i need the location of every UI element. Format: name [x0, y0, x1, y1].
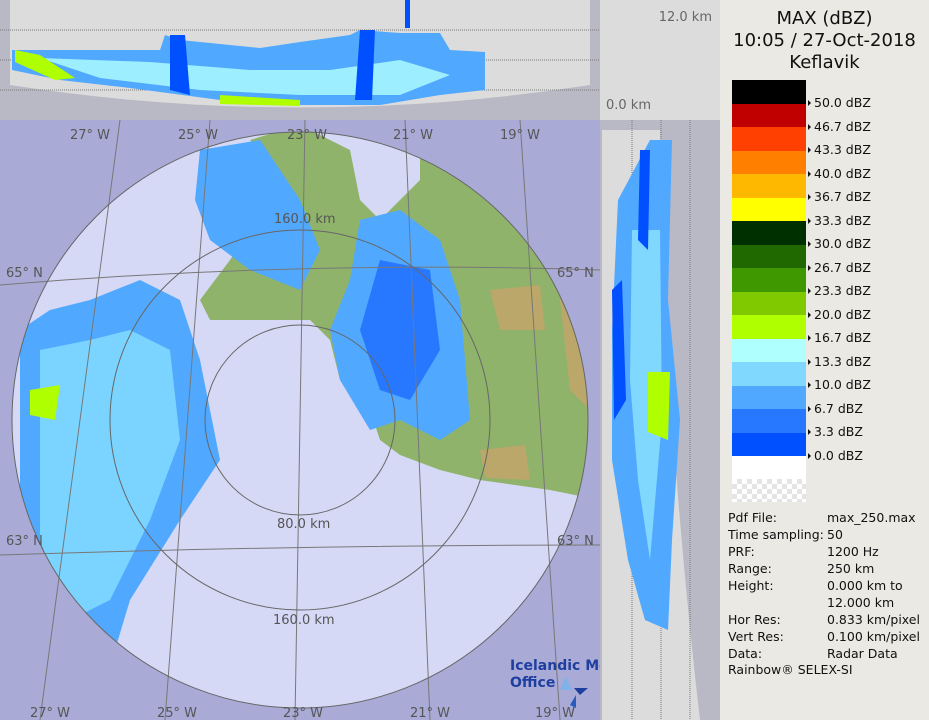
info-key: Height: [728, 578, 774, 593]
credit: Rainbow® SELEX-SI [728, 662, 853, 677]
scale-label: 20.0 dBZ [808, 307, 871, 322]
lon-label-bottom-27: 27° W [30, 706, 70, 720]
info-value: 50 [827, 527, 843, 542]
scale-label: 0.0 dBZ [808, 448, 863, 463]
scale-label: 33.3 dBZ [808, 213, 871, 228]
color-swatch [732, 221, 806, 245]
lon-label-bottom-19: 19° W [535, 706, 575, 720]
info-key: Pdf File: [728, 510, 777, 525]
lon-label-top-27: 27° W [70, 128, 110, 143]
color-swatch [732, 338, 806, 363]
scale-label: 16.7 dBZ [808, 331, 871, 345]
scale-label: 6.7 dBZ [808, 401, 863, 416]
product-title: MAX (dBZ) [776, 8, 873, 29]
info-value: 250 km [827, 561, 875, 576]
info-value: 0.100 km/pixel [827, 629, 920, 644]
color-swatch [732, 80, 806, 104]
range-label-160: 160.0 km [273, 613, 335, 628]
scale-label: 46.7 dBZ [808, 119, 871, 134]
color-swatch [732, 150, 806, 175]
height-top-label: 12.0 km [659, 10, 712, 25]
lat-label-63-right: 63° N [557, 534, 594, 549]
color-swatch [732, 103, 806, 128]
echo-north [195, 140, 320, 290]
lon-label-bottom-25: 25° W [157, 706, 197, 720]
scale-label: 23.3 dBZ [808, 284, 871, 298]
color-swatch [732, 268, 806, 292]
legend-panel: MAX (dBZ) 10:05 / 27-Oct-2018 Keflavik 5… [720, 0, 929, 720]
info-value: Radar Data [827, 646, 898, 661]
color-swatch [732, 197, 806, 222]
info-value: 1200 Hz [827, 544, 879, 559]
color-swatch [732, 244, 806, 269]
color-swatch [732, 127, 806, 151]
top-section-panel: 12.0 km 0.0 km [0, 0, 720, 120]
scale-label: 3.3 dBZ [808, 425, 863, 439]
height-bottom-label: 0.0 km [606, 98, 651, 113]
imo-logo: Icelandic Met Office [510, 658, 616, 708]
color-swatch [732, 385, 806, 410]
svg-text:Office: Office [510, 675, 555, 691]
range-label-80: 80.0 km [277, 517, 330, 532]
map-panel: 27° W 25° W 23° W 21° W 19° W 27° W 25° … [0, 120, 616, 720]
lon-label-top-21: 21° W [393, 128, 433, 143]
info-key: Time sampling: [728, 527, 824, 542]
scale-label: 36.7 dBZ [808, 190, 871, 204]
range-ring-80 [204, 324, 396, 516]
lat-label-65-left: 65° N [6, 266, 43, 281]
info-key: PRF: [728, 544, 755, 559]
lon-label-bottom-21: 21° W [410, 706, 450, 720]
lon-label-bottom-23: 23° W [283, 706, 323, 720]
scale-label: 26.7 dBZ [808, 260, 871, 275]
scale-label: 13.3 dBZ [808, 354, 871, 369]
info-value: 0.000 km to [827, 578, 903, 593]
scale-label: 43.3 dBZ [808, 143, 871, 157]
color-swatch [732, 315, 806, 339]
right-section-panel [600, 120, 720, 720]
info-key: Vert Res: [728, 629, 784, 644]
color-swatch [732, 291, 806, 316]
info-value: 0.833 km/pixel [827, 612, 920, 627]
color-swatch [732, 432, 806, 457]
info-value: max_250.max [827, 510, 916, 525]
info-key: Data: [728, 646, 763, 661]
range-label-north: 160.0 km [274, 212, 336, 227]
svg-text:Icelandic Met: Icelandic Met [510, 658, 616, 674]
info-key: Hor Res: [728, 612, 781, 627]
lon-label-top-19: 19° W [500, 128, 540, 143]
radar-view[interactable]: 12.0 km 0.0 km [0, 0, 720, 720]
scale-label: 40.0 dBZ [808, 166, 871, 181]
color-swatch [732, 409, 806, 433]
info-key: Range: [728, 561, 772, 576]
color-swatch-nodata [732, 479, 806, 502]
scale-label: 50.0 dBZ [808, 96, 871, 110]
scale-label: 10.0 dBZ [808, 378, 871, 392]
info-value: 12.000 km [827, 595, 895, 610]
color-swatch [732, 456, 806, 480]
lon-label-top-25: 25° W [178, 128, 218, 143]
scale-label: 30.0 dBZ [808, 237, 871, 251]
lat-label-65-right: 65° N [557, 266, 594, 281]
color-swatch [732, 174, 806, 198]
range-ring-outer [11, 131, 589, 709]
site-title: Keflavik [789, 52, 860, 73]
lat-label-63-left: 63° N [6, 534, 43, 549]
range-ring-160 [109, 229, 491, 611]
datetime-title: 10:05 / 27-Oct-2018 [733, 30, 916, 51]
top-echo-inner [40, 58, 450, 95]
lon-label-top-23: 23° W [287, 128, 327, 143]
color-swatch [732, 362, 806, 386]
